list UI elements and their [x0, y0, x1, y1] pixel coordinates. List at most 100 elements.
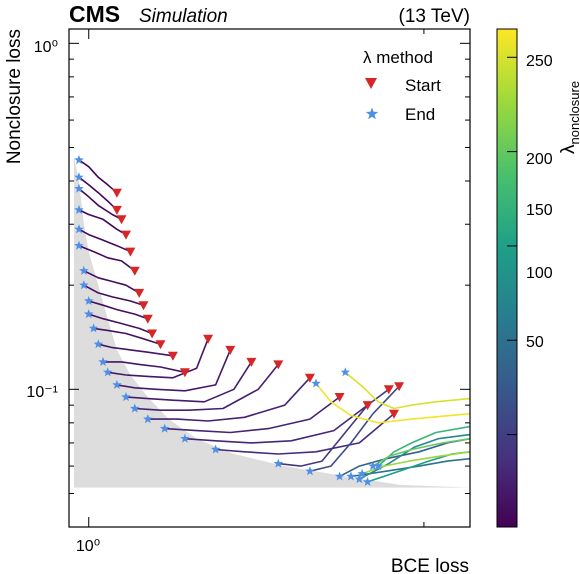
series-line-4: [78, 228, 131, 253]
start-marker-8: [142, 314, 153, 324]
cms-label: CMS: [69, 1, 120, 27]
start-marker-10: [155, 340, 166, 350]
end-marker-13: [102, 367, 113, 377]
series-line-16: [134, 363, 279, 412]
y-axis-label: Nonclosure loss: [4, 29, 25, 164]
colorbar-gradient: [496, 28, 518, 528]
start-marker-18: [334, 393, 345, 402]
series-line-22: [309, 385, 400, 472]
colorbar-label-lambda: λ: [558, 144, 579, 154]
series-line-24: [350, 457, 470, 478]
start-marker-11: [167, 351, 178, 361]
start-marker-0: [111, 188, 122, 198]
end-marker-27: [373, 461, 384, 471]
end-marker-0: [74, 155, 84, 165]
plot-frame: [68, 28, 471, 528]
series-line-20: [215, 413, 395, 455]
end-marker-24: [346, 471, 356, 481]
series-line-13: [107, 338, 209, 379]
x-axis-label: BCE loss: [391, 556, 469, 574]
end-marker-6: [79, 265, 89, 275]
marker-layer: [74, 155, 405, 486]
series-line-17: [147, 377, 311, 422]
end-marker-29: [357, 468, 367, 478]
end-marker-11: [93, 339, 104, 349]
end-marker-22: [305, 466, 315, 476]
end-marker-28: [368, 461, 378, 471]
legend-start-label: Start: [405, 76, 441, 95]
end-marker-3: [74, 204, 84, 214]
start-marker-1: [111, 205, 122, 215]
colorbar-tick-100: 100: [526, 265, 553, 282]
start-marker-6: [134, 288, 145, 298]
series-line-15: [125, 361, 253, 403]
axis-ticks: [69, 29, 470, 528]
start-marker-13: [203, 334, 214, 344]
start-marker-5: [129, 266, 140, 276]
end-marker-9: [84, 309, 94, 319]
end-marker-14: [112, 379, 122, 389]
y-tick-label-2: 10⁻¹: [26, 384, 58, 401]
colorbar-tick-150: 150: [526, 202, 553, 219]
series-line-0: [78, 159, 118, 194]
series-line-5: [78, 244, 136, 272]
start-marker-22: [394, 382, 405, 392]
series-line-12: [103, 361, 186, 374]
end-marker-20: [210, 444, 221, 454]
x-tick-label-1: 10⁰: [76, 538, 100, 555]
y-tick-label-1: 10⁰: [34, 39, 58, 56]
end-marker-16: [130, 403, 140, 413]
colorbar-tick-200: 200: [526, 151, 553, 168]
legend-title: λ method: [363, 48, 433, 67]
end-marker-8: [84, 296, 94, 305]
colorbar-tick-50: 50: [526, 334, 544, 351]
series-line-25: [358, 433, 470, 480]
end-marker-17: [143, 414, 153, 424]
series-line-9: [88, 313, 153, 335]
colorbar-label: λnonclosure: [558, 81, 580, 154]
end-marker-5: [74, 240, 84, 250]
end-marker-21: [273, 458, 284, 468]
series-line-30: [344, 371, 470, 410]
series-line-11: [98, 343, 174, 357]
legend-end-label: End: [405, 105, 435, 124]
colorbar-label-subscript: nonclosure: [567, 81, 580, 145]
start-marker-9: [147, 329, 158, 339]
start-marker-14: [225, 345, 236, 355]
legend: λ method Start End: [363, 48, 441, 124]
svg-text:λnonclosure: λnonclosure: [558, 81, 580, 154]
start-marker-19: [362, 401, 373, 411]
end-marker-23: [334, 471, 345, 481]
energy-label: (13 TeV): [399, 6, 470, 27]
end-marker-19: [180, 433, 190, 443]
series-line-8: [88, 300, 149, 320]
start-marker-3: [121, 230, 131, 240]
end-marker-4: [74, 224, 84, 234]
end-marker-30: [340, 367, 351, 377]
end-marker-26: [362, 476, 373, 486]
series-line-2: [78, 188, 122, 221]
series-line-23: [339, 437, 470, 478]
colorbar: 50 100 150 200 250 λnonclosure: [496, 28, 580, 528]
start-marker-4: [125, 247, 136, 257]
end-marker-12: [98, 356, 108, 366]
series-line-19: [184, 404, 369, 444]
start-marker-16: [273, 360, 284, 370]
series-line-28: [372, 437, 470, 467]
series-line-6: [83, 270, 140, 294]
series-line-3: [78, 209, 127, 236]
series-line-7: [83, 284, 144, 306]
start-marker-15: [246, 357, 257, 367]
simulation-label: Simulation: [139, 6, 228, 27]
end-marker-7: [79, 280, 89, 290]
legend-end-marker: [365, 107, 379, 120]
start-marker-12: [179, 368, 190, 378]
end-marker-10: [88, 323, 99, 333]
end-marker-2: [74, 183, 84, 193]
start-marker-7: [138, 301, 149, 311]
shaded-region: [74, 156, 470, 488]
end-marker-15: [121, 392, 131, 402]
legend-start-marker: [365, 78, 377, 89]
plot-content: [74, 155, 470, 488]
